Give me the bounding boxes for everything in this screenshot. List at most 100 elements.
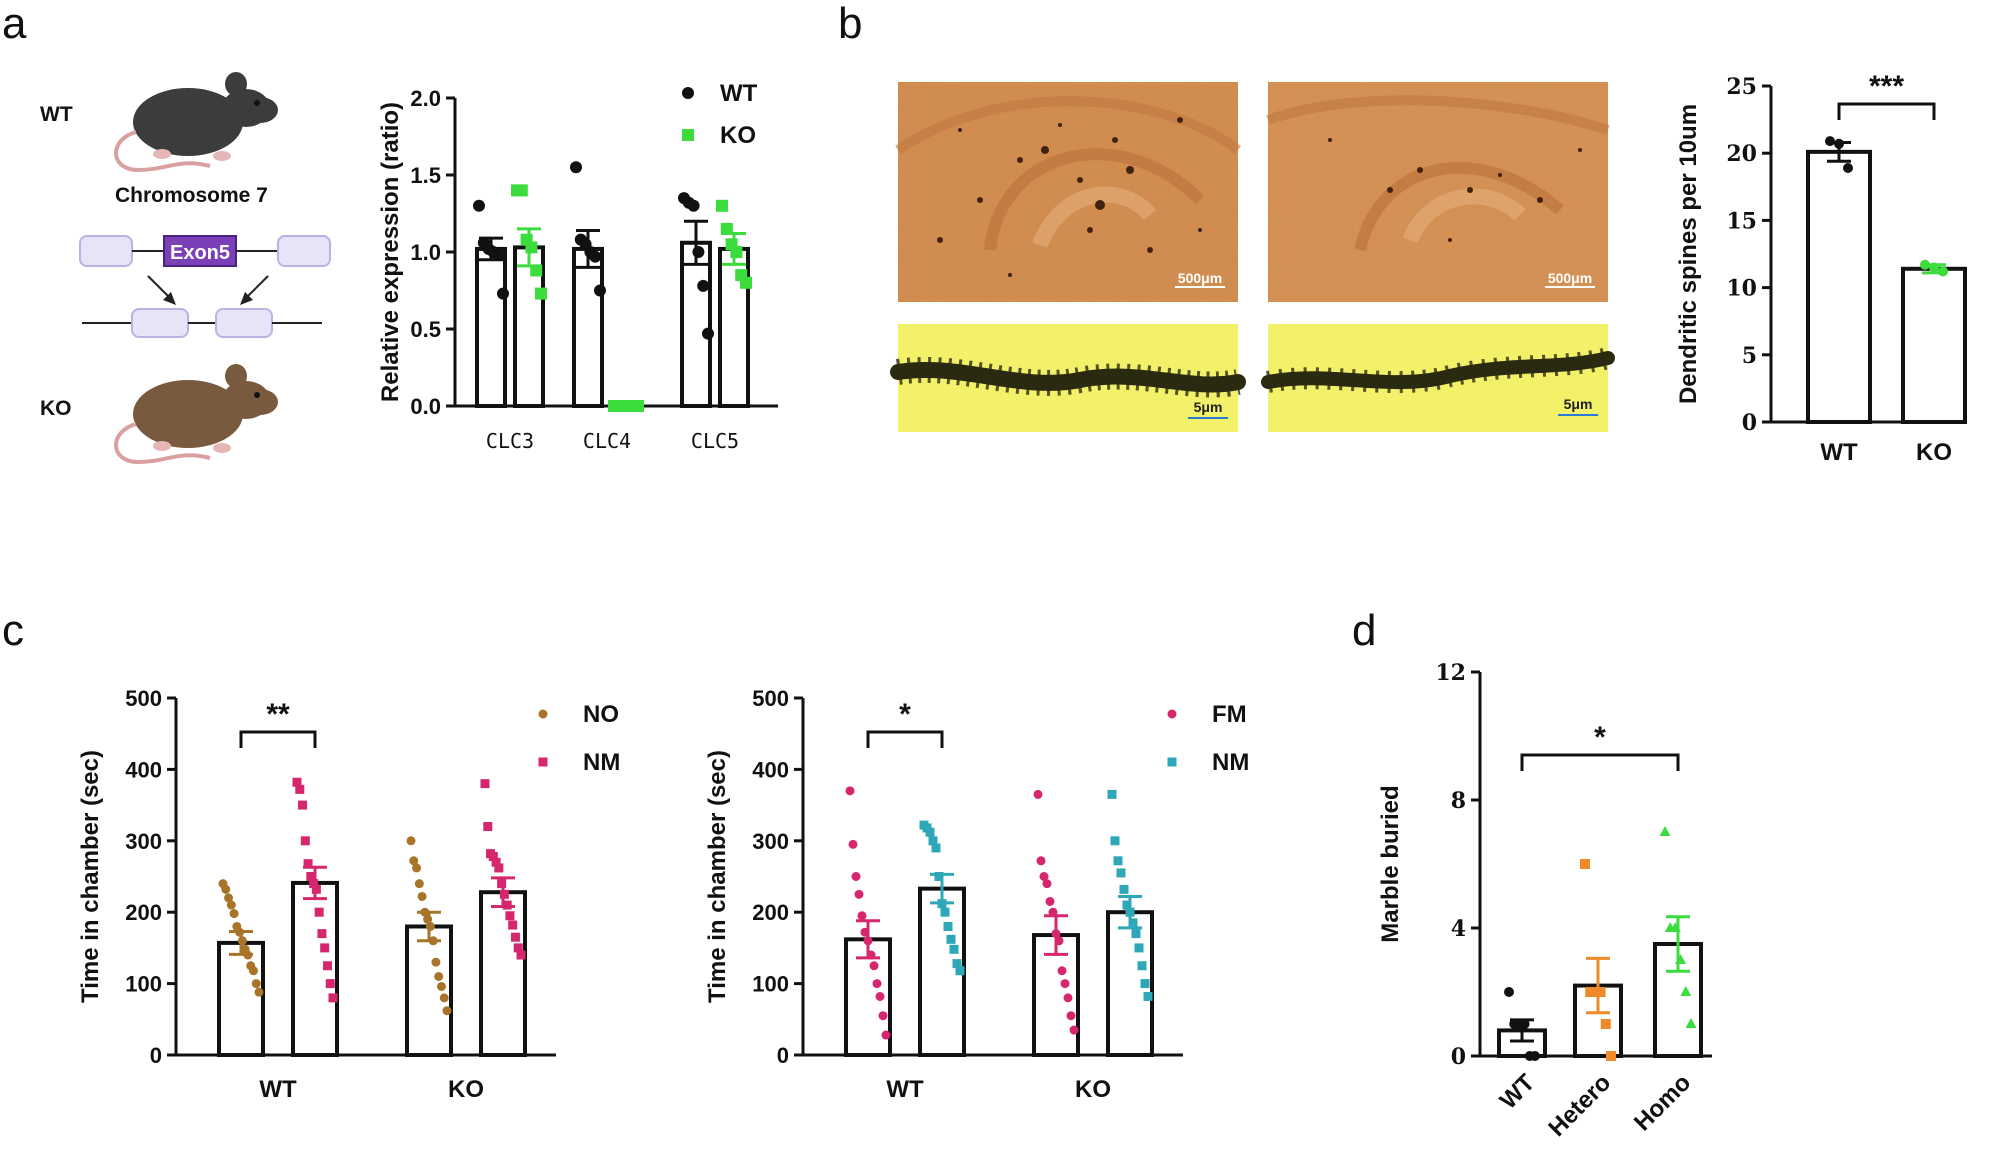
data-point — [229, 909, 239, 919]
x-tick-label: Homo — [1629, 1069, 1696, 1136]
data-point — [955, 966, 965, 976]
chart-d-marble-buried: 0 4 8 12 Marble buried WT Hetero Homo * — [1377, 660, 1712, 1142]
wt-label: WT — [40, 103, 73, 126]
data-point — [848, 839, 858, 849]
data-point — [720, 222, 733, 235]
data-point — [1580, 859, 1590, 869]
data-point — [420, 907, 430, 917]
data-point — [934, 872, 944, 881]
data-point — [1920, 259, 1930, 270]
data-point — [508, 920, 518, 930]
significance-bracket — [1520, 753, 1680, 771]
legend-label: FM — [1212, 701, 1247, 728]
data-point — [1600, 1019, 1611, 1029]
data-point — [1504, 987, 1514, 997]
data-point — [1107, 789, 1117, 799]
data-point — [292, 777, 302, 787]
data-point — [943, 921, 953, 931]
data-point — [515, 184, 528, 197]
data-point — [1042, 879, 1052, 889]
significance-label: ** — [266, 698, 290, 731]
y-tick-label: 0 — [1742, 410, 1757, 436]
data-point — [306, 872, 316, 881]
chart-b-dendritic-spines: 0 5 10 15 20 25 Dendritic spines per 10um WT KO *… — [1675, 70, 1967, 466]
legend-marker — [1167, 709, 1177, 719]
chromosome-label: Chromosome 7 — [115, 184, 268, 207]
bar — [680, 240, 712, 408]
data-point — [730, 246, 743, 258]
data-point — [570, 161, 582, 174]
micrograph-ko-dendrite: 5μm — [1261, 324, 1615, 432]
significance-bracket — [239, 730, 317, 748]
data-point — [414, 879, 424, 889]
data-point — [1519, 1019, 1530, 1029]
data-point — [857, 911, 867, 921]
data-point — [499, 889, 509, 899]
data-point — [492, 249, 505, 262]
data-point — [325, 979, 335, 989]
y-tick-label: 25 — [1726, 74, 1757, 100]
y-tick-label: 200 — [752, 900, 789, 925]
y-axis-label: Dendritic spines per 10um — [1675, 104, 1702, 404]
data-point — [931, 843, 941, 853]
data-point — [1128, 918, 1138, 928]
legend-label: WT — [720, 80, 758, 107]
data-point — [431, 957, 441, 967]
scale-bar-label: 5μm — [1564, 396, 1593, 412]
data-point — [716, 199, 728, 212]
y-tick-label: 4 — [1451, 916, 1466, 942]
data-point — [428, 936, 438, 946]
data-point — [425, 921, 435, 931]
y-tick-label: 0 — [150, 1043, 162, 1068]
data-point — [946, 934, 956, 944]
data-point — [300, 836, 310, 846]
data-point — [237, 936, 247, 946]
data-point — [317, 929, 327, 939]
x-tick-label: WT — [1495, 1069, 1541, 1115]
y-tick-label: 1.0 — [410, 240, 441, 265]
data-point — [320, 943, 330, 953]
data-point — [1685, 1018, 1697, 1028]
bar — [405, 924, 453, 1057]
panel-label-b: b — [838, 0, 862, 48]
x-tick-label: KO — [448, 1076, 484, 1103]
data-point — [530, 264, 543, 277]
x-tick-label: WT — [259, 1076, 297, 1103]
data-point — [226, 900, 236, 910]
micrograph-wt-dendrite: 5μm — [890, 324, 1246, 432]
data-point — [497, 879, 507, 889]
significance-label: *** — [1869, 70, 1904, 103]
x-tick-label: KO — [1075, 1076, 1111, 1103]
x-tick-label: CLC5 — [691, 429, 739, 453]
data-point — [1066, 1011, 1076, 1021]
significance-label: * — [899, 698, 911, 731]
ko-exon4-box — [131, 308, 189, 338]
data-point — [1675, 954, 1687, 964]
legend-label: NM — [583, 749, 620, 776]
data-point — [1669, 922, 1681, 932]
data-point — [1113, 856, 1123, 866]
data-point — [488, 852, 498, 862]
data-point — [860, 927, 870, 937]
legend-label: KO — [720, 122, 756, 149]
data-point — [1057, 966, 1067, 976]
data-point — [1048, 907, 1058, 917]
significance-bracket — [1837, 102, 1936, 120]
data-point — [248, 966, 258, 976]
data-point — [309, 879, 319, 889]
y-tick-label: 20 — [1726, 141, 1757, 167]
legend-marker — [538, 757, 548, 767]
data-point — [952, 959, 962, 969]
data-point — [632, 400, 644, 412]
data-point — [1137, 961, 1147, 971]
data-point — [872, 979, 882, 989]
data-point — [494, 863, 504, 873]
data-point — [1825, 136, 1835, 147]
data-point — [1134, 943, 1144, 953]
y-axis-label: Time in chamber (sec) — [77, 750, 104, 1003]
ko-mouse-icon — [114, 364, 278, 465]
data-point — [1140, 979, 1150, 989]
exon5-label: Exon5 — [170, 242, 230, 264]
data-point — [869, 961, 879, 971]
